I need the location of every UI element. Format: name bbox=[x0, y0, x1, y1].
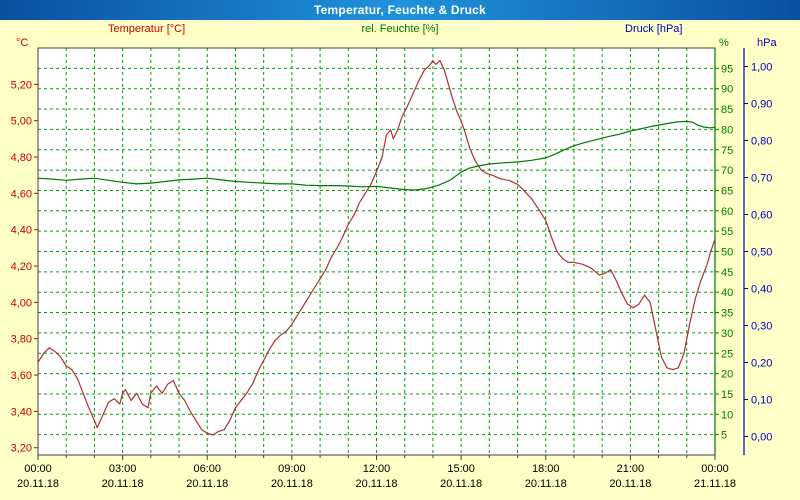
svg-text:95: 95 bbox=[721, 63, 733, 75]
svg-text:5,20: 5,20 bbox=[11, 79, 32, 91]
svg-text:0,70: 0,70 bbox=[751, 173, 772, 185]
svg-text:06:00: 06:00 bbox=[193, 463, 221, 475]
svg-text:20.11.18: 20.11.18 bbox=[355, 478, 397, 490]
humidity-axis-unit: % bbox=[719, 37, 729, 49]
pressure-series-label: Druck [hPa] bbox=[625, 23, 683, 35]
svg-text:12:00: 12:00 bbox=[363, 463, 391, 475]
svg-text:3,80: 3,80 bbox=[11, 334, 32, 346]
svg-text:21.11.18: 21.11.18 bbox=[694, 478, 736, 490]
svg-text:15:00: 15:00 bbox=[447, 463, 475, 475]
svg-text:0,20: 0,20 bbox=[751, 358, 772, 370]
svg-text:90: 90 bbox=[721, 84, 733, 96]
svg-text:18:00: 18:00 bbox=[532, 463, 560, 475]
svg-text:20.11.18: 20.11.18 bbox=[440, 478, 482, 490]
svg-text:4,00: 4,00 bbox=[11, 297, 32, 309]
svg-text:70: 70 bbox=[721, 165, 733, 177]
temp-axis-unit: °C bbox=[16, 37, 29, 49]
svg-text:0,10: 0,10 bbox=[751, 395, 772, 407]
svg-text:55: 55 bbox=[721, 226, 733, 238]
svg-text:0,80: 0,80 bbox=[751, 136, 772, 148]
svg-text:65: 65 bbox=[721, 185, 733, 197]
title-bar: Temperatur, Feuchte & Druck bbox=[0, 0, 800, 20]
pressure-axis-unit: hPa bbox=[757, 37, 777, 49]
svg-text:20.11.18: 20.11.18 bbox=[186, 478, 228, 490]
svg-text:3,40: 3,40 bbox=[11, 406, 32, 418]
svg-text:20: 20 bbox=[721, 369, 733, 381]
svg-text:4,60: 4,60 bbox=[11, 188, 32, 200]
svg-text:03:00: 03:00 bbox=[109, 463, 137, 475]
svg-text:3,20: 3,20 bbox=[11, 443, 32, 455]
svg-text:60: 60 bbox=[721, 206, 733, 218]
svg-text:15: 15 bbox=[721, 389, 733, 401]
svg-text:45: 45 bbox=[721, 267, 733, 279]
svg-text:10: 10 bbox=[721, 409, 733, 421]
window-title: Temperatur, Feuchte & Druck bbox=[314, 3, 486, 17]
svg-text:0,60: 0,60 bbox=[751, 210, 772, 222]
svg-text:00:00: 00:00 bbox=[24, 463, 52, 475]
svg-text:85: 85 bbox=[721, 104, 733, 116]
svg-text:35: 35 bbox=[721, 308, 733, 320]
svg-text:00:00: 00:00 bbox=[701, 463, 729, 475]
svg-text:0,90: 0,90 bbox=[751, 99, 772, 111]
svg-text:20.11.18: 20.11.18 bbox=[102, 478, 144, 490]
svg-text:5,00: 5,00 bbox=[11, 116, 32, 128]
svg-text:80: 80 bbox=[721, 124, 733, 136]
svg-text:50: 50 bbox=[721, 247, 733, 259]
svg-text:0,30: 0,30 bbox=[751, 321, 772, 333]
svg-text:20.11.18: 20.11.18 bbox=[609, 478, 651, 490]
svg-text:40: 40 bbox=[721, 287, 733, 299]
svg-text:4,20: 4,20 bbox=[11, 261, 32, 273]
svg-text:1,00: 1,00 bbox=[751, 62, 772, 74]
svg-text:5: 5 bbox=[721, 430, 727, 442]
svg-text:25: 25 bbox=[721, 348, 733, 360]
svg-text:20.11.18: 20.11.18 bbox=[525, 478, 567, 490]
svg-text:0,40: 0,40 bbox=[751, 284, 772, 296]
svg-text:4,80: 4,80 bbox=[11, 152, 32, 164]
svg-text:20.11.18: 20.11.18 bbox=[271, 478, 313, 490]
svg-text:0,50: 0,50 bbox=[751, 247, 772, 259]
svg-text:09:00: 09:00 bbox=[278, 463, 306, 475]
svg-text:3,60: 3,60 bbox=[11, 370, 32, 382]
svg-text:75: 75 bbox=[721, 145, 733, 157]
svg-text:0,00: 0,00 bbox=[751, 432, 772, 444]
humidity-series-label: rel. Feuchte [%] bbox=[361, 23, 439, 35]
svg-text:20.11.18: 20.11.18 bbox=[17, 478, 59, 490]
temp-series-label: Temperatur [°C] bbox=[108, 23, 186, 35]
svg-text:4,40: 4,40 bbox=[11, 225, 32, 237]
svg-text:21:00: 21:00 bbox=[617, 463, 645, 475]
svg-text:30: 30 bbox=[721, 328, 733, 340]
